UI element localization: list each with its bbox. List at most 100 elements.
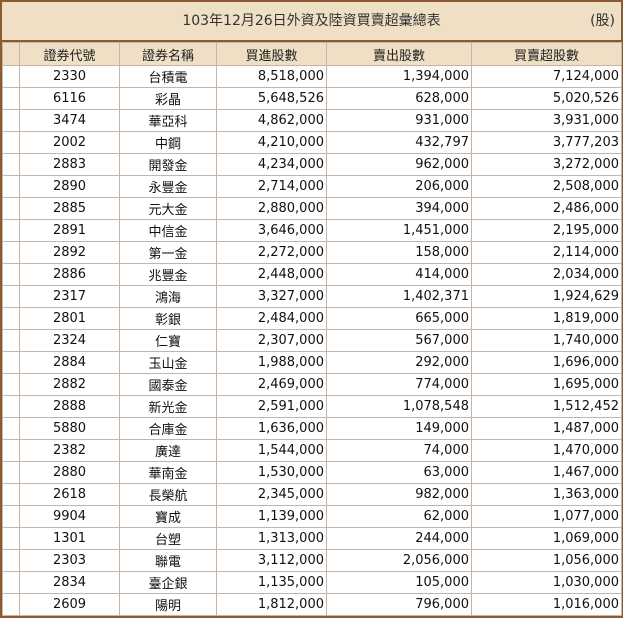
table-row: 3474 華亞科 4,862,000 931,000 3,931,000: [2, 109, 622, 132]
stock-name-cell: 聯電: [119, 549, 217, 572]
net-shares-cell: 7,124,000: [471, 65, 622, 88]
table-row: 2317 鴻海 3,327,000 1,402,371 1,924,629: [2, 285, 622, 308]
sell-shares-cell: 982,000: [326, 483, 472, 506]
net-shares-cell: 2,508,000: [471, 175, 622, 198]
header-sell[interactable]: 賣出股數: [326, 42, 472, 66]
row-spacer: [2, 571, 20, 594]
stock-name-cell: 仁寶: [119, 329, 217, 352]
buy-shares-cell: 1,135,000: [216, 571, 327, 594]
buy-shares-cell: 2,880,000: [216, 197, 327, 220]
stock-code-cell: 2618: [19, 483, 120, 506]
row-spacer: [2, 351, 20, 374]
stock-name-cell: 第一金: [119, 241, 217, 264]
net-shares-cell: 1,069,000: [471, 527, 622, 550]
net-shares-cell: 1,077,000: [471, 505, 622, 528]
stock-name-cell: 陽明: [119, 593, 217, 616]
header-buy[interactable]: 買進股數: [216, 42, 327, 66]
buy-shares-cell: 1,139,000: [216, 505, 327, 528]
row-spacer: [2, 197, 20, 220]
row-spacer: [2, 417, 20, 440]
table-row: 2002 中鋼 4,210,000 432,797 3,777,203: [2, 131, 622, 154]
table-row: 2801 彰銀 2,484,000 665,000 1,819,000: [2, 307, 622, 330]
sell-shares-cell: 567,000: [326, 329, 472, 352]
buy-shares-cell: 3,112,000: [216, 549, 327, 572]
stock-name-cell: 中鋼: [119, 131, 217, 154]
buy-shares-cell: 2,484,000: [216, 307, 327, 330]
net-shares-cell: 3,272,000: [471, 153, 622, 176]
table-row: 2330 台積電 8,518,000 1,394,000 7,124,000: [2, 65, 622, 88]
table-row: 2382 廣達 1,544,000 74,000 1,470,000: [2, 439, 622, 462]
stock-code-cell: 2834: [19, 571, 120, 594]
buy-shares-cell: 8,518,000: [216, 65, 327, 88]
sell-shares-cell: 105,000: [326, 571, 472, 594]
sell-shares-cell: 394,000: [326, 197, 472, 220]
stock-code-cell: 2303: [19, 549, 120, 572]
net-shares-cell: 5,020,526: [471, 87, 622, 110]
row-spacer: [2, 131, 20, 154]
stock-name-cell: 兆豐金: [119, 263, 217, 286]
stock-name-cell: 彩晶: [119, 87, 217, 110]
net-shares-cell: 1,016,000: [471, 593, 622, 616]
stock-name-cell: 廣達: [119, 439, 217, 462]
table-row: 9904 寶成 1,139,000 62,000 1,077,000: [2, 505, 622, 528]
sell-shares-cell: 962,000: [326, 153, 472, 176]
net-shares-cell: 1,740,000: [471, 329, 622, 352]
table-row: 2882 國泰金 2,469,000 774,000 1,695,000: [2, 373, 622, 396]
buy-shares-cell: 3,327,000: [216, 285, 327, 308]
table-row: 2609 陽明 1,812,000 796,000 1,016,000: [2, 593, 622, 616]
stock-code-cell: 2888: [19, 395, 120, 418]
buy-shares-cell: 4,862,000: [216, 109, 327, 132]
sell-shares-cell: 206,000: [326, 175, 472, 198]
header-spacer: [2, 42, 20, 66]
stock-code-cell: 2885: [19, 197, 120, 220]
row-spacer: [2, 153, 20, 176]
stock-code-cell: 2883: [19, 153, 120, 176]
row-spacer: [2, 65, 20, 88]
net-shares-cell: 1,030,000: [471, 571, 622, 594]
table-row: 2834 臺企銀 1,135,000 105,000 1,030,000: [2, 571, 622, 594]
stock-code-cell: 2882: [19, 373, 120, 396]
stock-name-cell: 永豐金: [119, 175, 217, 198]
sell-shares-cell: 244,000: [326, 527, 472, 550]
net-shares-cell: 3,777,203: [471, 131, 622, 154]
title-bar: 103年12月26日外資及陸資買賣超彙總表 (股): [2, 2, 621, 42]
sell-shares-cell: 1,078,548: [326, 395, 472, 418]
row-spacer: [2, 549, 20, 572]
stock-code-cell: 2886: [19, 263, 120, 286]
stock-code-cell: 2884: [19, 351, 120, 374]
net-shares-cell: 1,695,000: [471, 373, 622, 396]
row-spacer: [2, 241, 20, 264]
stock-code-cell: 6116: [19, 87, 120, 110]
stock-name-cell: 寶成: [119, 505, 217, 528]
unit-label: (股): [590, 13, 615, 29]
buy-shares-cell: 5,648,526: [216, 87, 327, 110]
sell-shares-cell: 1,451,000: [326, 219, 472, 242]
stock-name-cell: 鴻海: [119, 285, 217, 308]
header-net[interactable]: 買賣超股數: [471, 42, 622, 66]
net-shares-cell: 1,056,000: [471, 549, 622, 572]
stock-name-cell: 國泰金: [119, 373, 217, 396]
table-row: 2880 華南金 1,530,000 63,000 1,467,000: [2, 461, 622, 484]
net-shares-cell: 1,512,452: [471, 395, 622, 418]
table-row: 2618 長榮航 2,345,000 982,000 1,363,000: [2, 483, 622, 506]
stock-name-cell: 合庫金: [119, 417, 217, 440]
header-name[interactable]: 證券名稱: [119, 42, 217, 66]
stock-code-cell: 2324: [19, 329, 120, 352]
header-code[interactable]: 證券代號: [19, 42, 120, 66]
table-row: 6116 彩晶 5,648,526 628,000 5,020,526: [2, 87, 622, 110]
stock-name-cell: 中信金: [119, 219, 217, 242]
table-row: 2886 兆豐金 2,448,000 414,000 2,034,000: [2, 263, 622, 286]
sell-shares-cell: 74,000: [326, 439, 472, 462]
stock-code-cell: 2880: [19, 461, 120, 484]
net-shares-cell: 1,924,629: [471, 285, 622, 308]
net-shares-cell: 2,034,000: [471, 263, 622, 286]
buy-shares-cell: 1,313,000: [216, 527, 327, 550]
sell-shares-cell: 1,394,000: [326, 65, 472, 88]
row-spacer: [2, 175, 20, 198]
stock-name-cell: 元大金: [119, 197, 217, 220]
stock-code-cell: 2890: [19, 175, 120, 198]
stock-code-cell: 2317: [19, 285, 120, 308]
stock-name-cell: 新光金: [119, 395, 217, 418]
net-buy-table: 證券代號 證券名稱 買進股數 賣出股數 買賣超股數 2330 台積電 8,518,0…: [2, 42, 622, 616]
